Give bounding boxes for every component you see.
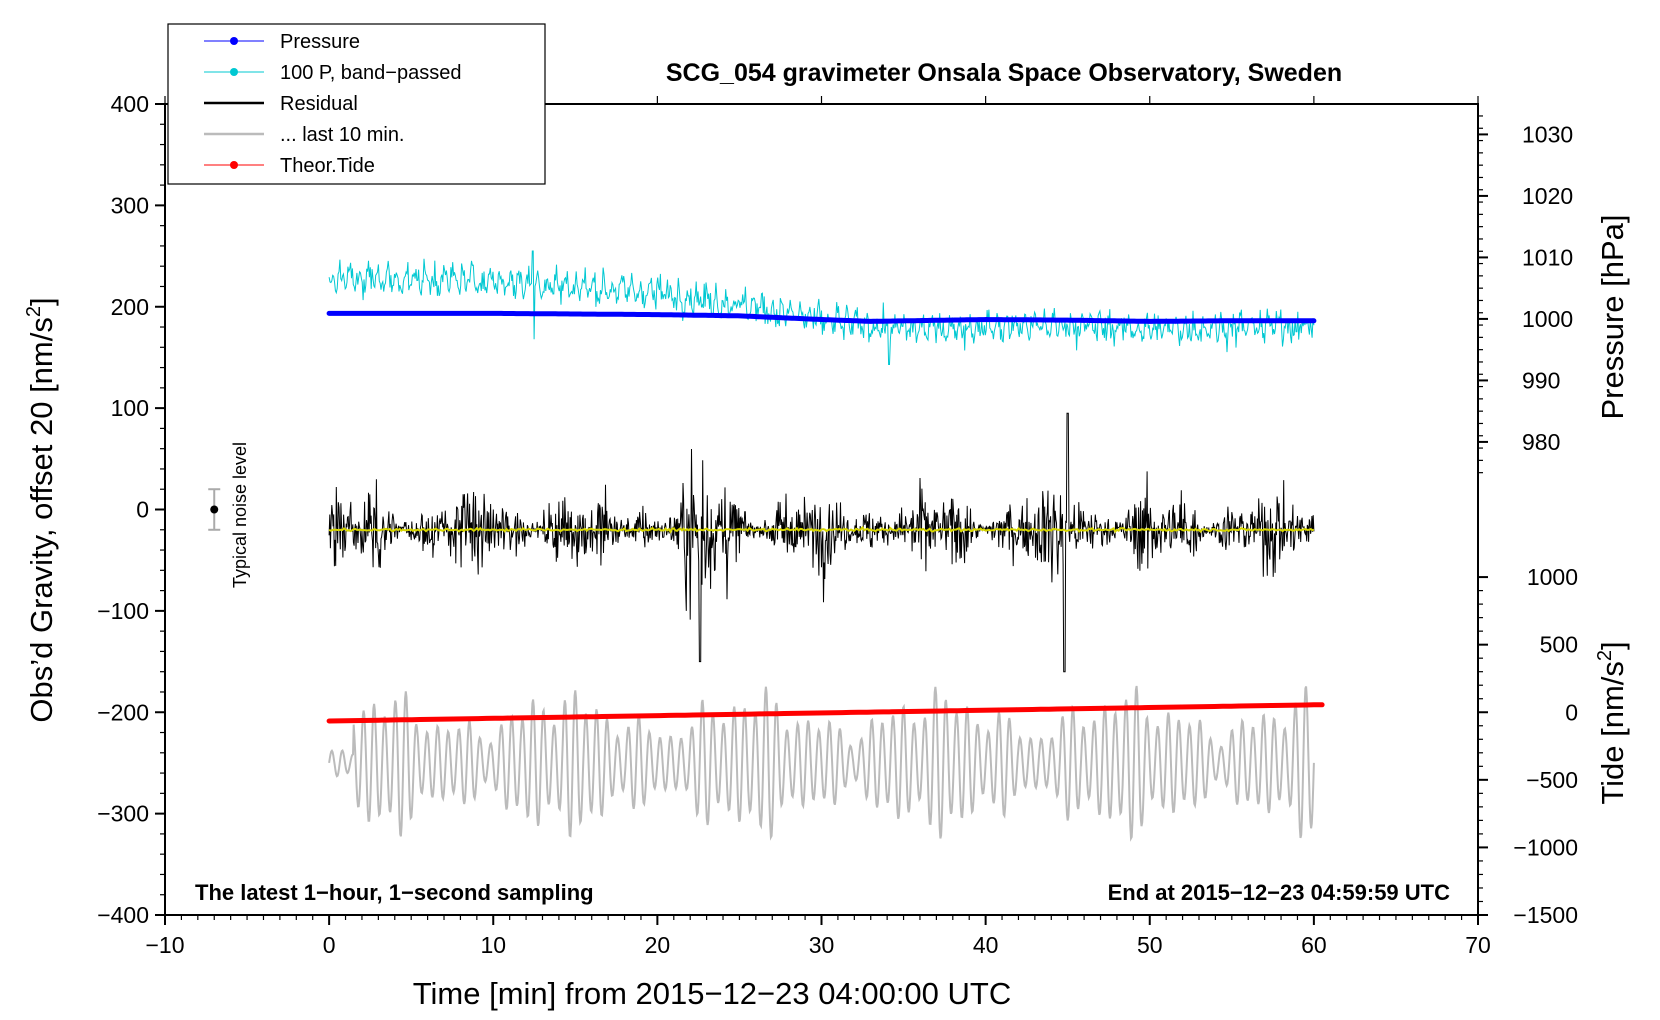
tide-tick-label: −500 [1526, 767, 1578, 793]
pressure-tick-label: 980 [1522, 429, 1560, 455]
tide-tick-label: 1000 [1527, 564, 1578, 590]
pressure-tick-label: 1000 [1522, 306, 1573, 332]
chart-title: SCG_054 gravimeter Onsala Space Observat… [666, 59, 1342, 87]
pressure-tick-label: 1020 [1522, 183, 1573, 209]
legend-label: ... last 10 min. [280, 124, 405, 146]
legend-label: Theor.Tide [280, 155, 375, 177]
y-tick-label: 0 [136, 497, 149, 523]
x-tick-label: −10 [145, 932, 184, 958]
legend-label: 100 P, band−passed [280, 62, 461, 84]
legend-items: Pressure 100 P, band−passed Residual ... la… [204, 31, 461, 177]
x-tick-label: 40 [973, 932, 999, 958]
legend: Pressure 100 P, band−passed Residual ... la… [167, 23, 546, 185]
pressure-tick-label: 1030 [1522, 121, 1573, 147]
y-tick-label: −300 [97, 801, 149, 827]
x-tick-label: 0 [323, 932, 336, 958]
x-tick-label: 20 [645, 932, 671, 958]
tide-tick-label: 0 [1565, 699, 1578, 725]
legend-swatch-marker [230, 161, 238, 169]
x-tick-label: 60 [1301, 932, 1327, 958]
series-layer [326, 250, 1325, 842]
pressure-tick-label: 990 [1522, 367, 1560, 393]
noise-level-indicator: Typical noise level [208, 442, 250, 588]
y-tick-label: 200 [111, 294, 149, 320]
plot-area [326, 250, 1325, 842]
y-tick-label: 400 [111, 91, 149, 117]
y-tick-label: −200 [97, 699, 149, 725]
y-axis-label-gravity: Obs’d Gravity, offset 20 [nm/s2] [23, 297, 59, 722]
pressure-tick-label: 1010 [1522, 244, 1573, 270]
residual-filtered-line [328, 525, 1315, 534]
end-time-note: End at 2015−12−23 04:59:59 UTC [1108, 880, 1451, 905]
tide-tick-label: −1500 [1513, 902, 1578, 928]
x-axis-label: Time [min] from 2015−12−23 04:00:00 UTC [413, 976, 1012, 1011]
legend-label: Pressure [280, 31, 360, 53]
last10-line [328, 685, 1315, 842]
x-tick-label: 50 [1137, 932, 1163, 958]
noise-level-label: Typical noise level [230, 442, 250, 588]
y-tick-label: 300 [111, 192, 149, 218]
pressure-line [326, 310, 1317, 324]
x-tick-label: 70 [1465, 932, 1491, 958]
legend-label: Residual [280, 93, 358, 115]
tide-line [326, 702, 1325, 724]
residual-line [328, 412, 1315, 673]
y-tick-label: −400 [97, 902, 149, 928]
y-axis-label-tide: Tide [nm/s2] [1594, 641, 1630, 804]
ticks-layer: −10 0 10 20 30 40 50 60 704003002001000−100−200−… [97, 91, 1578, 958]
legend-swatch-marker [230, 68, 238, 76]
tide-tick-label: −1000 [1513, 834, 1578, 860]
x-tick-label: 30 [809, 932, 835, 958]
y-tick-label: 100 [111, 395, 149, 421]
legend-swatch-marker [230, 37, 238, 45]
tide-tick-label: 500 [1540, 632, 1578, 658]
x-tick-label: 10 [480, 932, 506, 958]
sampling-note: The latest 1−hour, 1−second sampling [195, 880, 594, 905]
band-passed-line [328, 250, 1315, 365]
y-axis-label-pressure: Pressure [hPa] [1595, 214, 1630, 419]
noise-center-dot [210, 505, 219, 514]
y-tick-label: −100 [97, 598, 149, 624]
